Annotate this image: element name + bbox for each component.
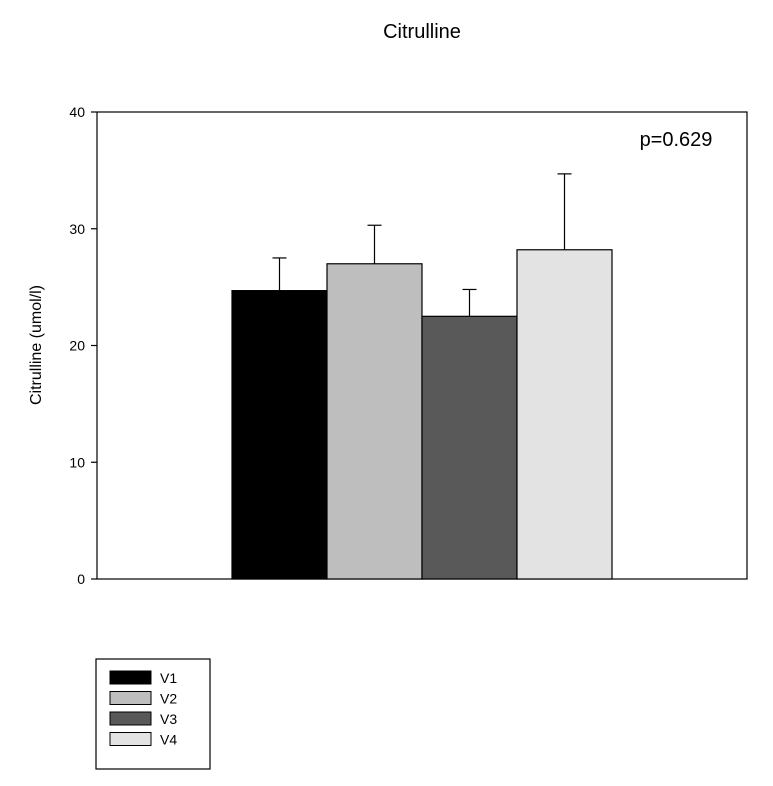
- y-axis-ticks: 0 10 20 30 40: [69, 104, 97, 587]
- legend-frame: [95, 658, 211, 770]
- bar-v2: [326, 263, 423, 580]
- y-tick-label-3: 30: [69, 221, 85, 237]
- y-tick-label-2: 20: [69, 338, 85, 354]
- bar-v1: [231, 290, 328, 580]
- legend-label-v3: V3: [160, 711, 177, 727]
- legend: V1 V2 V3 V4: [95, 658, 211, 770]
- legend-swatch-v2: [109, 691, 152, 705]
- bar-v4: [516, 249, 613, 580]
- y-tick-label-1: 10: [69, 454, 85, 470]
- bars: [231, 173, 613, 580]
- y-tick-label-4: 40: [69, 104, 85, 120]
- legend-swatch-v4: [109, 732, 152, 746]
- p-value-annotation: p=0.629: [640, 129, 713, 151]
- legend-swatch-v1: [109, 670, 152, 685]
- chart-title: Citrulline: [383, 21, 461, 43]
- legend-label-v4: V4: [160, 732, 177, 748]
- legend-label-v1: V1: [160, 670, 177, 686]
- legend-swatch-v3: [109, 711, 152, 726]
- y-axis-label: Citrulline (umol/l): [28, 285, 45, 405]
- legend-label-v2: V2: [160, 691, 177, 707]
- bar-v3: [421, 315, 518, 580]
- y-tick-label-0: 0: [77, 571, 85, 587]
